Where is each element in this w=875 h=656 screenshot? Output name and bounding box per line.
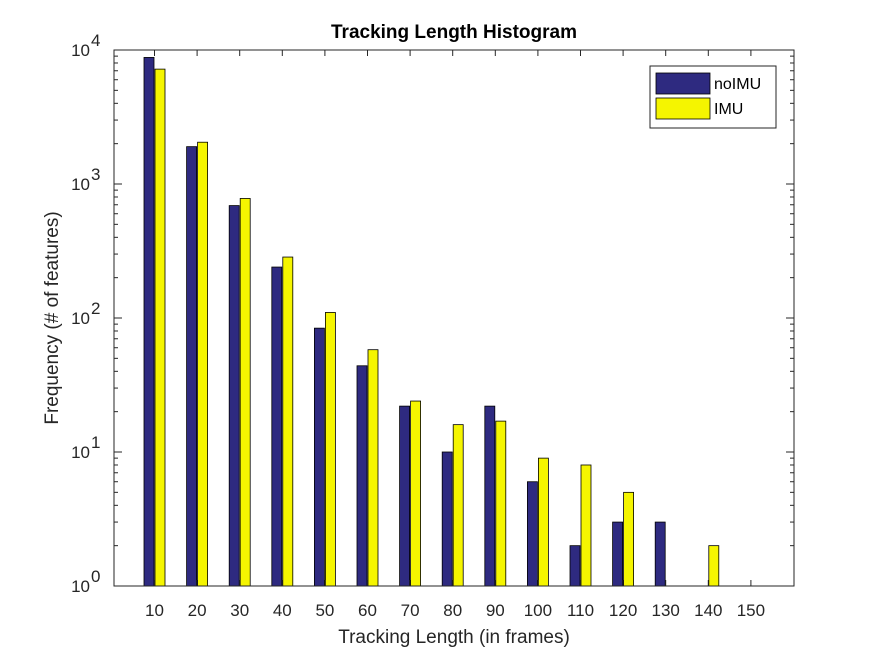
bar-imu-70: [410, 400, 422, 587]
ticks-layer: 10 20 30 40 50 60 70 80 90 100 110 120 130 140 1501001…: [71, 31, 794, 620]
x-tick-label: 140: [694, 601, 722, 620]
y-tick-exponent: 2: [91, 299, 100, 318]
bar-noimu-20: [186, 146, 198, 587]
bar-noimu-50: [313, 327, 325, 587]
bar-imu-60: [367, 349, 379, 587]
bar-noimu-80: [441, 451, 453, 587]
y-tick-label: 10: [71, 309, 90, 328]
y-tick-label: 10: [71, 443, 90, 462]
chart-title: Tracking Length Histogram: [331, 22, 577, 43]
x-tick-label: 110: [567, 601, 594, 620]
bar-noimu-90: [484, 405, 496, 587]
bar-noimu-60: [356, 365, 368, 587]
y-tick-label: 10: [71, 175, 90, 194]
bar-imu-10: [154, 68, 166, 587]
y-tick-exponent: 0: [91, 567, 100, 586]
y-tick-label: 10: [71, 41, 90, 60]
bar-imu-90: [495, 420, 507, 587]
legend-label-imu: IMU: [714, 101, 743, 118]
bar-imu-110: [580, 464, 592, 587]
bar-noimu-120: [612, 521, 623, 587]
y-tick-label: 10: [71, 577, 90, 596]
y-tick-exponent: 1: [91, 433, 100, 452]
y-axis-label: Frequency (# of features): [42, 211, 63, 424]
x-tick-label: 60: [358, 601, 377, 620]
legend-swatch-imu: [655, 97, 711, 120]
x-tick-label: 30: [230, 601, 249, 620]
bar-imu-120: [623, 491, 634, 587]
bar-noimu-10: [143, 57, 155, 587]
bar-imu-20: [197, 141, 209, 587]
bar-imu-80: [452, 424, 464, 587]
bar-noimu-40: [271, 266, 283, 587]
y-tick-exponent: 3: [91, 165, 100, 184]
bar-imu-100: [538, 457, 549, 587]
x-tick-label: 40: [273, 601, 292, 620]
x-tick-label: 10: [145, 601, 164, 620]
bar-imu-50: [324, 312, 336, 587]
bar-noimu-30: [228, 205, 240, 587]
legend-swatch-noimu: [655, 72, 711, 95]
x-tick-label: 80: [443, 601, 462, 620]
legend: noIMU IMU: [649, 65, 777, 129]
x-tick-label: 70: [401, 601, 420, 620]
bar-imu-40: [282, 256, 294, 587]
x-tick-label: 130: [652, 601, 680, 620]
x-tick-label: 120: [609, 601, 637, 620]
x-tick-label: 90: [486, 601, 505, 620]
bar-noimu-70: [399, 405, 411, 587]
x-tick-label: 50: [315, 601, 334, 620]
legend-label-noimu: noIMU: [714, 76, 761, 93]
y-tick-exponent: 4: [91, 31, 100, 50]
bar-imu-30: [239, 198, 251, 587]
x-tick-label: 150: [737, 601, 765, 620]
bar-imu-140: [708, 545, 720, 587]
bar-noimu-110: [569, 545, 581, 587]
x-tick-label: 100: [524, 601, 552, 620]
x-axis-label: Tracking Length (in frames): [338, 627, 570, 648]
bar-noimu-130: [654, 521, 666, 587]
bar-noimu-100: [527, 481, 538, 587]
x-tick-label: 20: [188, 601, 207, 620]
